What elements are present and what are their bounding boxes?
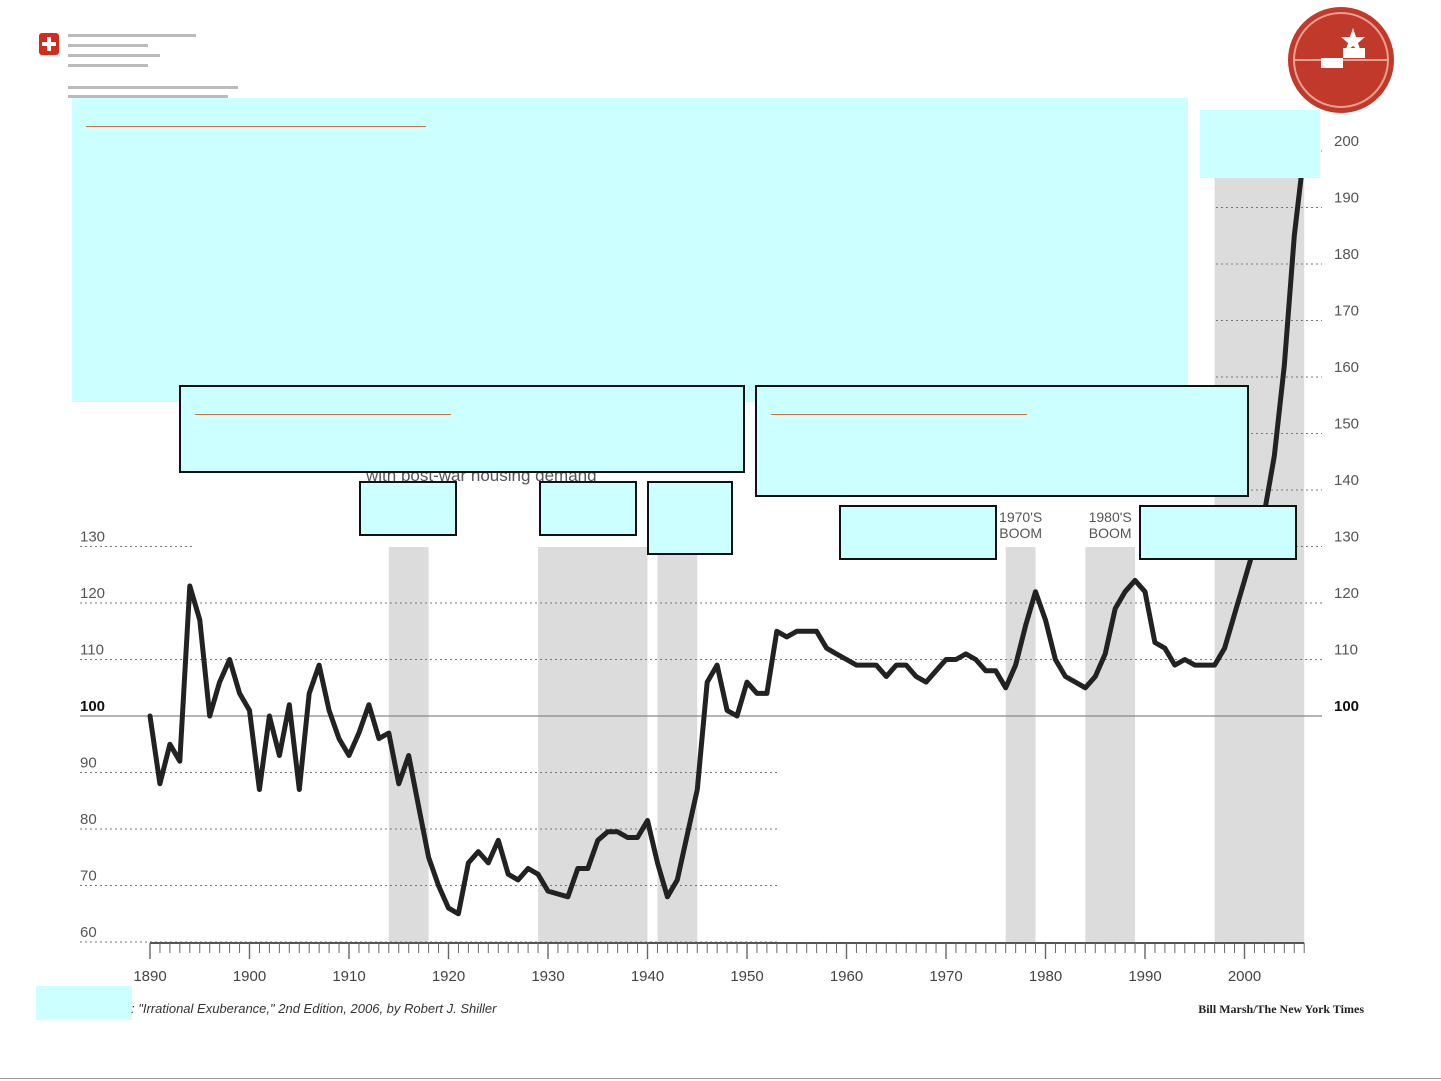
y-left-label-110: 110 — [80, 642, 104, 659]
swiss-federal-logo — [39, 33, 238, 98]
x-tick-label-1930: 1930 — [531, 968, 564, 985]
credit-line: Bill Marsh/The New York Times — [1198, 1002, 1364, 1016]
x-tick-label-1910: 1910 — [332, 968, 365, 985]
x-tick-label-1920: 1920 — [432, 968, 465, 985]
y-right-label-130: 130 — [1334, 529, 1359, 546]
y-right-label-140: 140 — [1334, 472, 1359, 489]
period-label-0-1: BOOM — [999, 525, 1042, 541]
y-right-label-160: 160 — [1334, 359, 1359, 376]
x-tick-label-1890: 1890 — [133, 968, 166, 985]
x-tick-label-1960: 1960 — [830, 968, 863, 985]
y-left-label-90: 90 — [80, 755, 97, 772]
shaded-period-1 — [538, 547, 648, 943]
shaded-period-5 — [1214, 547, 1305, 943]
x-tick-label-1900: 1900 — [233, 968, 266, 985]
y-right-label-100: 100 — [1334, 698, 1359, 715]
redacted-label-wwi — [359, 481, 457, 536]
redacted-callout-left — [179, 385, 745, 473]
source-note: : "Irrational Exuberance," 2nd Edition, … — [131, 1001, 497, 1016]
x-tick-label-1950: 1950 — [730, 968, 763, 985]
red-emblem-logo — [1288, 7, 1394, 113]
shaded-period-4 — [1085, 547, 1136, 943]
redacted-label-recent — [1139, 505, 1297, 560]
x-tick-label-1990: 1990 — [1128, 968, 1161, 985]
period-label-0-0: 1970'S — [999, 509, 1042, 525]
redacted-callout-right — [755, 385, 1249, 497]
series-line-0 — [147, 148, 1307, 917]
y-right-label-190: 190 — [1334, 190, 1359, 207]
y-right-label-150: 150 — [1334, 416, 1359, 433]
y-left-label-80: 80 — [80, 811, 97, 828]
redacted-top-right-label — [1200, 110, 1320, 178]
y-right-label-200: 200 — [1334, 133, 1359, 150]
y-right-label-110: 110 — [1334, 642, 1358, 659]
y-axis-labels: 130 120 110 100 90 80 70 60 200 190 180 170 160 150 14… — [80, 133, 1359, 941]
redacted-label-depression — [539, 481, 637, 536]
series-lines — [147, 148, 1307, 917]
title-underline — [86, 126, 426, 127]
x-axis: 1890 1900 1910 1920 1930 1940 1950 1960 1970 1980… — [133, 942, 1305, 985]
redacted-label-1950s — [839, 505, 997, 560]
x-tick-label-1970: 1970 — [929, 968, 962, 985]
y-right-label-180: 180 — [1334, 246, 1359, 263]
redacted-source-label — [36, 986, 132, 1020]
x-tick-label-2000: 2000 — [1228, 968, 1261, 985]
y-right-label-120: 120 — [1334, 585, 1359, 602]
y-left-label-120: 120 — [80, 585, 105, 602]
y-left-label-60: 60 — [80, 924, 97, 941]
page-bottom-rule — [0, 1078, 1441, 1079]
callout-left-underline — [195, 414, 451, 415]
period-label-1-0: 1980'S — [1089, 509, 1132, 525]
redacted-label-wwii — [647, 481, 733, 555]
callout-right-underline — [771, 414, 1027, 415]
y-right-label-170: 170 — [1334, 303, 1359, 320]
y-left-label-70: 70 — [80, 868, 97, 885]
x-tick-label-1940: 1940 — [631, 968, 664, 985]
y-left-label-100: 100 — [80, 698, 105, 715]
y-left-label-130: 130 — [80, 529, 105, 546]
shaded-period-0 — [388, 547, 429, 943]
period-label-1-1: BOOM — [1089, 525, 1132, 541]
redacted-title-block — [72, 98, 1188, 402]
x-tick-label-1980: 1980 — [1029, 968, 1062, 985]
